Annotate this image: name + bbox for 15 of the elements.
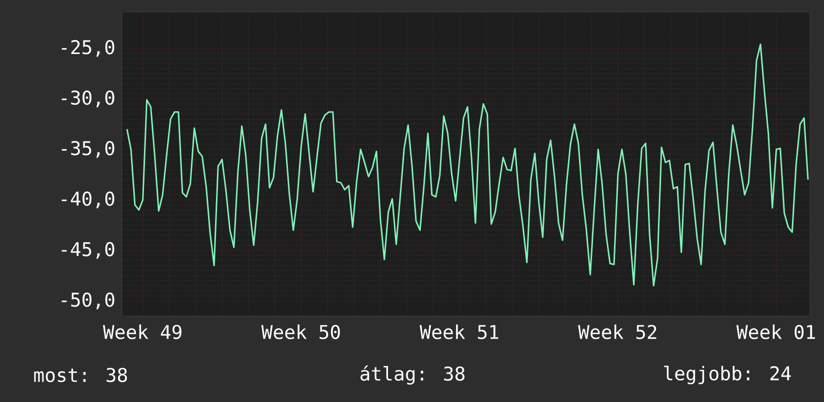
text: most: 38 bbox=[34, 368, 127, 382]
x-tick-label: Week 50 bbox=[261, 324, 340, 340]
x-tick-label: Week 49 bbox=[102, 324, 182, 340]
y-tick-label: -45,0 bbox=[62, 242, 114, 259]
line-series bbox=[126, 44, 809, 286]
x-tick-label: Week 01 bbox=[736, 324, 815, 340]
x-tick-label: Week 52 bbox=[578, 324, 656, 340]
text: legjobb: 24 bbox=[664, 366, 791, 384]
x-tick-label: Week 51 bbox=[420, 324, 498, 340]
y-tick-label: -30,0 bbox=[62, 90, 114, 108]
y-tick-label: -40,0 bbox=[62, 192, 114, 208]
y-tick-label: -25,0 bbox=[62, 40, 114, 57]
y-tick-label: -35,0 bbox=[62, 141, 114, 158]
y-tick-label: -50,0 bbox=[62, 292, 114, 310]
text: átlag: 38 bbox=[360, 365, 464, 385]
